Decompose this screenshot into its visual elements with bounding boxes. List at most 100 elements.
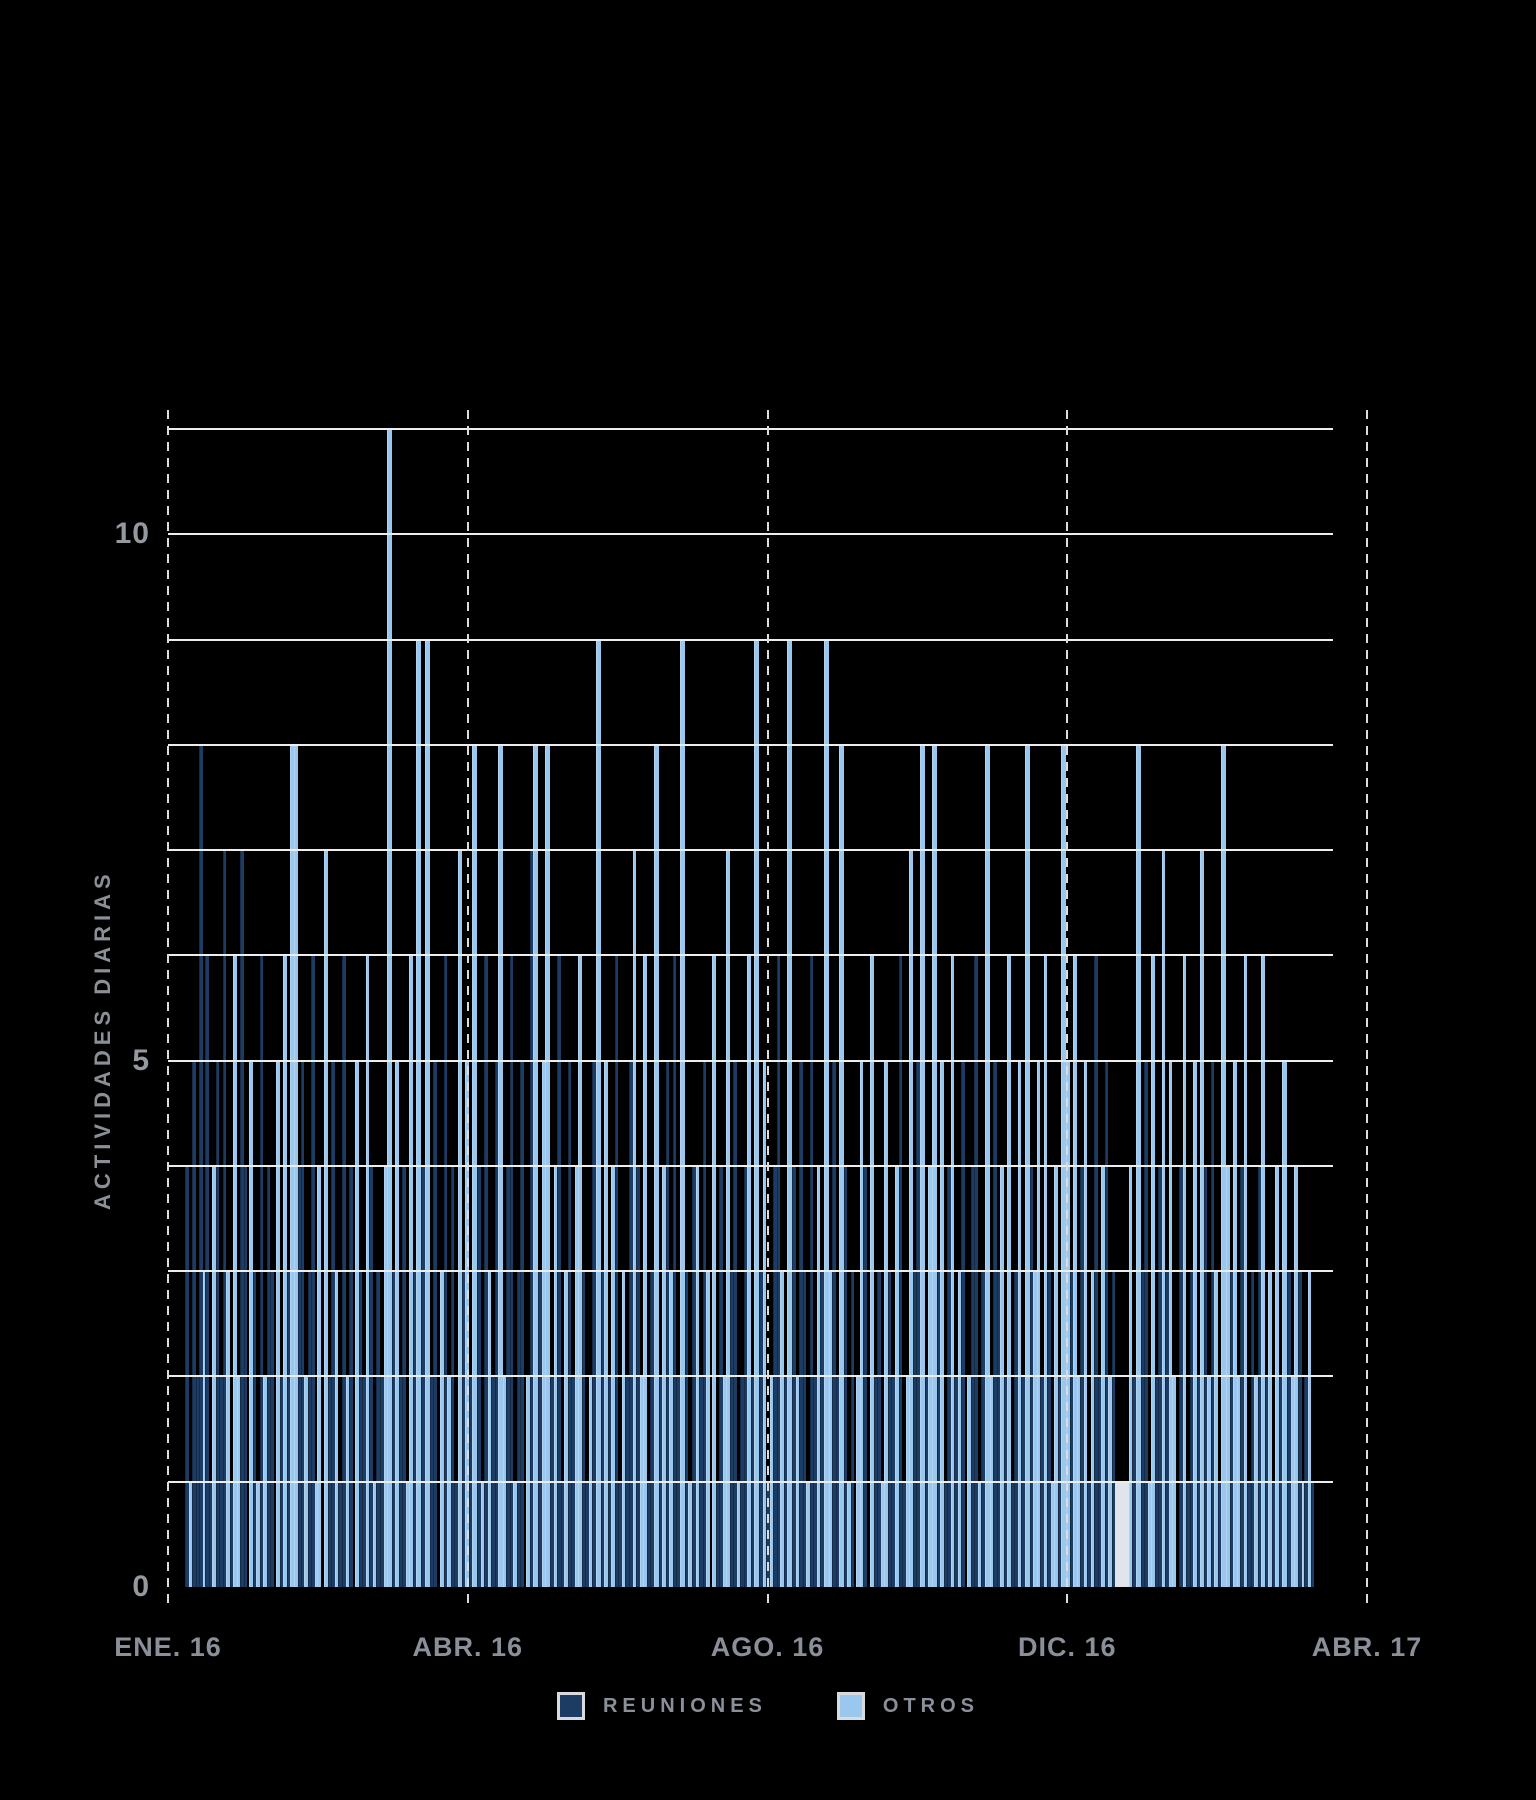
month-gridline-3 [1066,410,1069,1605]
bar [564,1271,568,1587]
bar [680,640,685,1587]
bar [308,1271,311,1587]
gridline-y1 [168,1480,1333,1483]
month-gridline-2 [766,410,769,1605]
gridline-y11 [168,428,1333,430]
x-tick-label-4: ABR. 17 [1311,1632,1423,1662]
bar [666,1061,669,1587]
month-gridline-1 [466,410,469,1605]
bar [1011,1482,1014,1587]
bar [561,1482,564,1587]
bar [958,1271,961,1587]
legend-label-otros: OTROS [882,1694,980,1717]
legend-item-otros: OTROS [836,1692,980,1720]
bar [629,1061,633,1587]
bar [1311,1482,1314,1587]
bar [1230,1271,1233,1587]
bar [376,1271,380,1587]
gridline-y4 [168,1164,1333,1167]
bar [829,1271,832,1587]
bar [1233,1061,1237,1587]
x-tick-label-2: AGO. 16 [710,1632,825,1662]
bar [780,1271,784,1587]
bar [189,1482,192,1587]
bar [216,1061,219,1587]
y-axis-title: ACTIVIDADES DIARIAS [90,869,115,1211]
bar [331,1061,335,1587]
bar [568,1061,571,1587]
bar [592,1061,596,1587]
x-tick-label-0: ENE. 16 [114,1632,222,1662]
bar [763,1061,766,1587]
bar [820,1271,824,1587]
bar [481,1482,484,1587]
bar [604,1061,608,1587]
bar [1298,1271,1302,1587]
bar [596,640,601,1587]
bar [978,1482,981,1587]
bar [618,1482,622,1587]
y-tick-label-5: 5 [132,1043,150,1077]
bar [513,1482,517,1587]
gridline-y7 [168,849,1333,852]
x-tick-label-3: DIC. 16 [1017,1632,1117,1662]
plot-area [168,428,1333,1587]
bar [1051,1482,1054,1587]
bar [1190,1271,1193,1587]
bar [1165,1271,1169,1587]
reuniones-swatch-icon [556,1692,585,1720]
bar [538,1271,542,1587]
bar [355,1061,359,1587]
bar [520,1061,524,1587]
bar [395,1061,399,1587]
bar [1070,1271,1073,1587]
bar [373,1482,376,1587]
bar [440,1271,444,1587]
bar [209,1482,212,1587]
bar [488,1271,491,1587]
bars-container [185,429,1314,1587]
bar [517,1271,520,1587]
bar [1268,1271,1272,1587]
bar [324,850,328,1587]
bar [1302,1482,1304,1587]
gridline-y8 [168,743,1333,746]
bar [706,1271,710,1587]
bar [1218,1482,1221,1587]
gridline-y6 [168,954,1333,957]
bar [860,1061,863,1587]
bar [688,1482,692,1587]
bar [847,1482,851,1587]
bar [495,1061,498,1587]
bar [1200,850,1204,1587]
bar [276,1061,280,1587]
bar [647,1482,650,1587]
bar [787,640,792,1587]
bar [877,1271,881,1587]
bar [888,1271,891,1587]
bar [993,1061,997,1587]
bar [1251,1271,1254,1587]
bar [881,1482,884,1587]
bar [940,1061,944,1587]
bar [253,1271,256,1587]
legend-label-reuniones: REUNIONES [602,1694,767,1717]
gridline-y3 [168,1270,1333,1273]
bar [1084,1061,1087,1587]
bar [1211,1061,1214,1587]
x-tick-label-1: ABR. 16 [412,1632,524,1662]
bar [884,1061,888,1587]
bar [256,1482,260,1587]
bar [335,1271,338,1587]
bar [803,1271,806,1587]
bar [1014,1271,1018,1587]
bar [1037,1061,1040,1587]
month-gridline-4 [1366,410,1368,1605]
bar [1193,1061,1197,1587]
bar [1308,1271,1311,1587]
bar [1272,1482,1275,1587]
bar [542,1061,545,1587]
bar [650,1271,654,1587]
bar [249,1061,253,1587]
